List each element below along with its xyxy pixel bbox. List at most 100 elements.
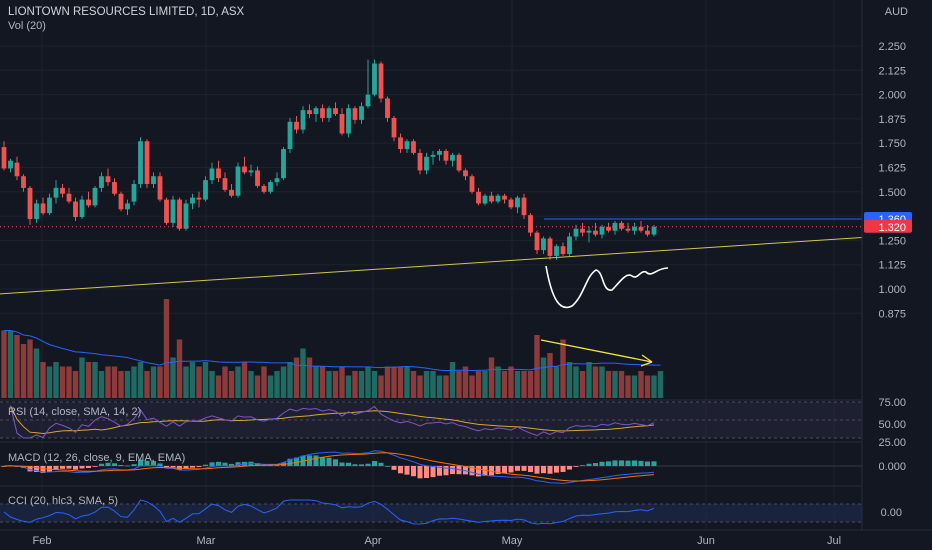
- candle-body: [372, 63, 377, 95]
- candle-body: [359, 106, 364, 120]
- volume-arrow: [540, 339, 653, 363]
- macd-histogram-bar: [125, 465, 130, 467]
- signal-line: [3, 452, 655, 482]
- volume-bar: [137, 362, 144, 398]
- volume-bar: [319, 366, 326, 398]
- candle-body: [528, 215, 533, 233]
- macd-histogram-bar: [651, 461, 657, 466]
- macd-histogram-bar: [40, 466, 46, 473]
- macd-histogram-bar: [229, 463, 234, 466]
- volume-bar: [157, 366, 163, 398]
- macd-histogram-bar: [92, 466, 98, 467]
- macd-histogram-bar: [255, 463, 260, 466]
- candle-body: [242, 166, 247, 173]
- volume-bar: [579, 371, 586, 398]
- candle-body: [53, 187, 59, 198]
- volume-bar: [111, 366, 118, 398]
- macd-histogram-bar: [437, 466, 442, 476]
- volume-bar: [553, 366, 560, 398]
- candle-body: [112, 182, 117, 194]
- volume-bar: [98, 371, 105, 398]
- candle-body: [177, 199, 182, 229]
- rsi-legend[interactable]: RSI (14, close, SMA, 14, 2): [8, 406, 142, 418]
- macd-histogram-bar: [469, 466, 475, 476]
- volume-bar: [657, 371, 664, 398]
- volume-bar: [79, 357, 85, 398]
- volume-bar: [612, 371, 618, 398]
- macd-histogram-bar: [138, 459, 143, 466]
- candle-body: [619, 222, 624, 229]
- macd-histogram-bar: [235, 462, 241, 466]
- volume-bar: [482, 371, 488, 398]
- candle-body: [14, 162, 20, 177]
- macd-histogram-bar: [391, 466, 397, 470]
- macd-histogram-bar: [346, 462, 351, 466]
- macd-histogram-bar: [203, 464, 208, 466]
- volume-bar: [631, 375, 638, 398]
- macd-histogram-bar: [619, 460, 624, 466]
- macd-histogram-bar: [333, 459, 338, 466]
- volume-bar: [547, 353, 553, 398]
- candle-body: [66, 193, 72, 202]
- macd-histogram-bar: [131, 464, 137, 466]
- rsi-tick-label: 25.00: [878, 437, 906, 449]
- macd-histogram-bar: [359, 464, 364, 466]
- macd-histogram-bar: [372, 461, 377, 466]
- volume-bar: [540, 357, 547, 398]
- candle-body: [99, 176, 104, 188]
- macd-histogram-bar: [339, 462, 345, 466]
- macd-histogram-bar: [196, 466, 202, 467]
- volume-bar: [241, 362, 248, 398]
- volume-bar: [339, 366, 345, 398]
- volume-bar: [326, 371, 332, 398]
- candle-body: [164, 199, 169, 223]
- volume-bar: [66, 366, 72, 398]
- volume-bar: [475, 371, 482, 398]
- volume-bar: [306, 357, 313, 398]
- macd-histogram-bar: [1, 466, 7, 467]
- price-tick-label: 1.250: [878, 235, 906, 247]
- macd-legend[interactable]: MACD (12, 26, close, 9, EMA, EMA): [8, 452, 186, 464]
- volume-bar: [27, 339, 33, 398]
- volume-bar: [118, 371, 124, 398]
- volume-bar: [150, 366, 157, 398]
- price-tick-label: 0.875: [878, 308, 906, 320]
- price-tick-label: 1.875: [878, 114, 906, 126]
- candle-body: [651, 226, 657, 235]
- candle-body: [443, 150, 449, 161]
- candle-body: [1, 147, 7, 169]
- macd-tick-label: 0.000: [878, 461, 906, 473]
- macd-histogram-bar: [573, 466, 579, 467]
- volume-bar: [254, 375, 261, 398]
- cci-band: [0, 504, 862, 522]
- volume-bar: [124, 371, 131, 398]
- volume-bar: [566, 362, 573, 398]
- volume-bar: [397, 366, 404, 398]
- volume-bar: [495, 366, 501, 398]
- candle-body: [450, 154, 455, 161]
- macd-histogram-bar: [112, 463, 117, 466]
- macd-histogram-bar: [190, 466, 195, 468]
- macd-histogram-bar: [606, 461, 611, 466]
- candle-body: [606, 226, 611, 231]
- rsi-tick-label: 75.00: [878, 397, 906, 409]
- candle-body: [560, 246, 566, 255]
- trendline: [0, 236, 863, 295]
- macd-histogram-bar: [404, 466, 410, 475]
- volume-bar: [1, 330, 7, 398]
- candle-body: [294, 121, 299, 130]
- volume-bar: [131, 366, 137, 398]
- volume-bar: [436, 375, 443, 398]
- cci-legend[interactable]: CCI (20, hlc3, SMA, 5): [8, 495, 119, 507]
- volume-bar: [14, 335, 20, 398]
- candle-body: [248, 170, 254, 173]
- candle-body: [378, 63, 384, 99]
- last-price-text: 1.320: [878, 222, 906, 234]
- macd-histogram-bar: [105, 462, 111, 466]
- macd-histogram-bar: [560, 466, 566, 472]
- candle-body: [333, 108, 338, 115]
- macd-histogram-bar: [580, 465, 585, 466]
- macd-histogram-bar: [307, 455, 312, 466]
